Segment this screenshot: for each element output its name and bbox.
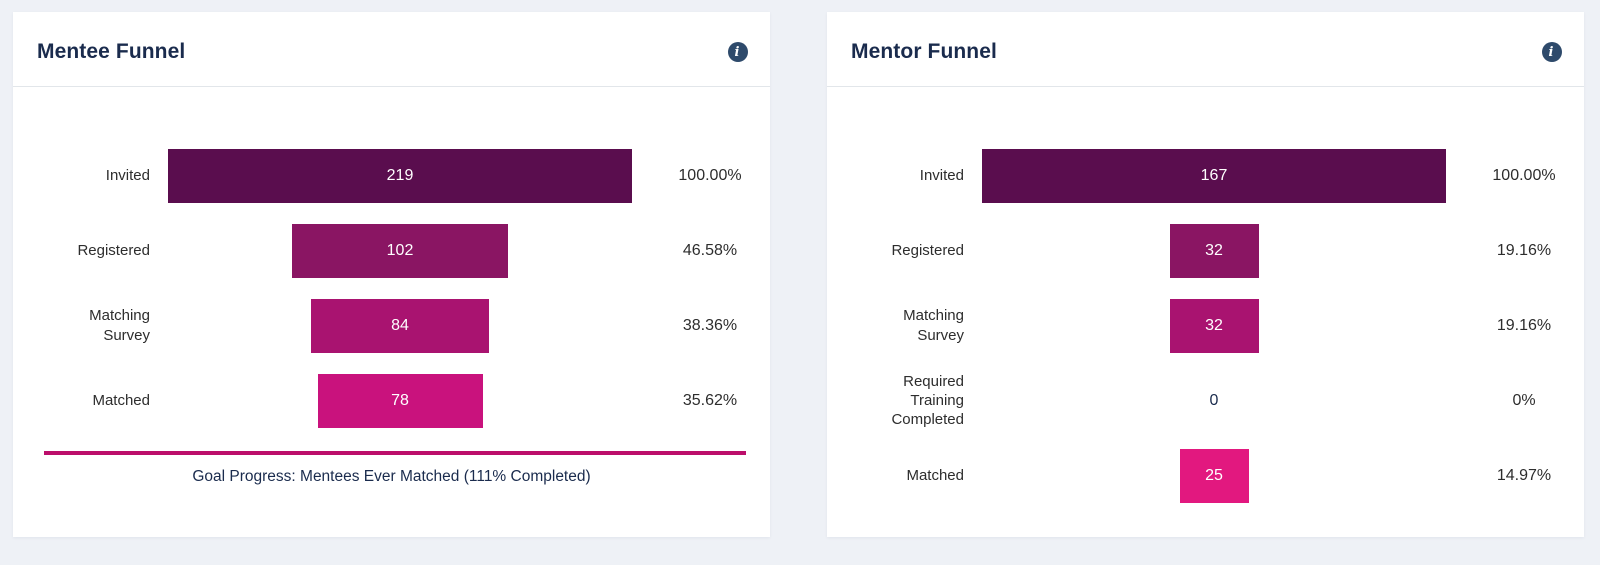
funnel-row: Matching Survey 84 38.36% xyxy=(13,288,770,363)
funnel-bar-area: 102 xyxy=(150,223,650,278)
card-header: Mentee Funnel i xyxy=(13,12,770,87)
funnel-row: Matched 78 35.62% xyxy=(13,363,770,438)
funnel-bar-area: 78 xyxy=(150,373,650,428)
card-title: Mentor Funnel xyxy=(851,40,997,63)
card-title: Mentee Funnel xyxy=(37,40,186,63)
funnel-bar[interactable]: 102 xyxy=(292,223,508,278)
funnel-stage-label: Invited xyxy=(105,166,150,184)
mentor-funnel-card: Mentor Funnel i Invited 167 100.00% Registe… xyxy=(827,12,1584,537)
funnel-bar[interactable]: 78 xyxy=(317,373,483,428)
funnel-row: Matching Survey 32 19.16% xyxy=(827,288,1584,363)
funnel-stage-percentage: 14.97% xyxy=(1496,466,1552,484)
goal-progress-line xyxy=(44,451,746,455)
funnel-stage-label: Matching Survey xyxy=(89,307,150,344)
funnel-stage-percentage: 100.00% xyxy=(1492,166,1556,184)
funnel-stage-percentage: 19.16% xyxy=(1496,316,1552,334)
funnel-bar-area: 32 xyxy=(964,298,1464,353)
funnel-stage-label: Registered xyxy=(77,241,150,259)
funnel-bar[interactable]: 32 xyxy=(1169,298,1259,353)
funnel-stage-percentage: 46.58% xyxy=(682,241,738,259)
info-icon[interactable]: i xyxy=(728,42,748,62)
mentee-funnel-card: Mentee Funnel i Invited 219 100.00% Registe… xyxy=(13,12,770,537)
funnel-rows: Invited 219 100.00% Registered 102 46.58% Matc… xyxy=(13,138,770,438)
funnel-row: Matched 25 14.97% xyxy=(827,438,1584,513)
funnel-stage-label: Matching Survey xyxy=(903,307,964,344)
funnel-bar[interactable]: 32 xyxy=(1169,223,1259,278)
funnel-stage-label: Registered xyxy=(891,241,964,259)
funnel-bar-area: 32 xyxy=(964,223,1464,278)
funnel-bar[interactable]: 219 xyxy=(168,148,632,203)
funnel-stage-label: Matched xyxy=(92,391,150,409)
funnel-rows: Invited 167 100.00% Registered 32 19.16% Match… xyxy=(827,138,1584,513)
goal-progress: Goal Progress: Mentees Ever Matched (111… xyxy=(13,451,770,486)
funnel-bar[interactable]: 25 xyxy=(1179,448,1249,503)
funnel-zero-value: 0 xyxy=(1209,391,1219,409)
funnel-stage-percentage: 0% xyxy=(1512,391,1536,409)
funnel-row: Invited 167 100.00% xyxy=(827,138,1584,213)
card-header: Mentor Funnel i xyxy=(827,12,1584,87)
funnel-stage-label: Invited xyxy=(919,166,964,184)
funnel-bar-area: 167 xyxy=(964,148,1464,203)
funnel-bar-area: 0 xyxy=(964,374,1464,428)
funnel-bar[interactable]: 84 xyxy=(311,298,489,353)
funnel-stage-label: Required Training Completed xyxy=(891,372,964,429)
funnel-stage-percentage: 19.16% xyxy=(1496,241,1552,259)
info-icon[interactable]: i xyxy=(1542,42,1562,62)
funnel-row: Registered 32 19.16% xyxy=(827,213,1584,288)
funnel-row: Invited 219 100.00% xyxy=(13,138,770,213)
funnel-bar-area: 25 xyxy=(964,448,1464,503)
funnel-stage-percentage: 38.36% xyxy=(682,316,738,334)
funnel-stage-percentage: 35.62% xyxy=(682,391,738,409)
funnel-row: Registered 102 46.58% xyxy=(13,213,770,288)
funnel-row: Required Training Completed 0 0% xyxy=(827,363,1584,438)
funnel-stage-percentage: 100.00% xyxy=(678,166,742,184)
goal-progress-label: Goal Progress: Mentees Ever Matched (111… xyxy=(192,468,591,485)
funnel-stage-label: Matched xyxy=(906,466,964,484)
funnel-bar-area: 219 xyxy=(150,148,650,203)
funnel-bar-area: 84 xyxy=(150,298,650,353)
funnel-bar[interactable]: 167 xyxy=(982,148,1446,203)
